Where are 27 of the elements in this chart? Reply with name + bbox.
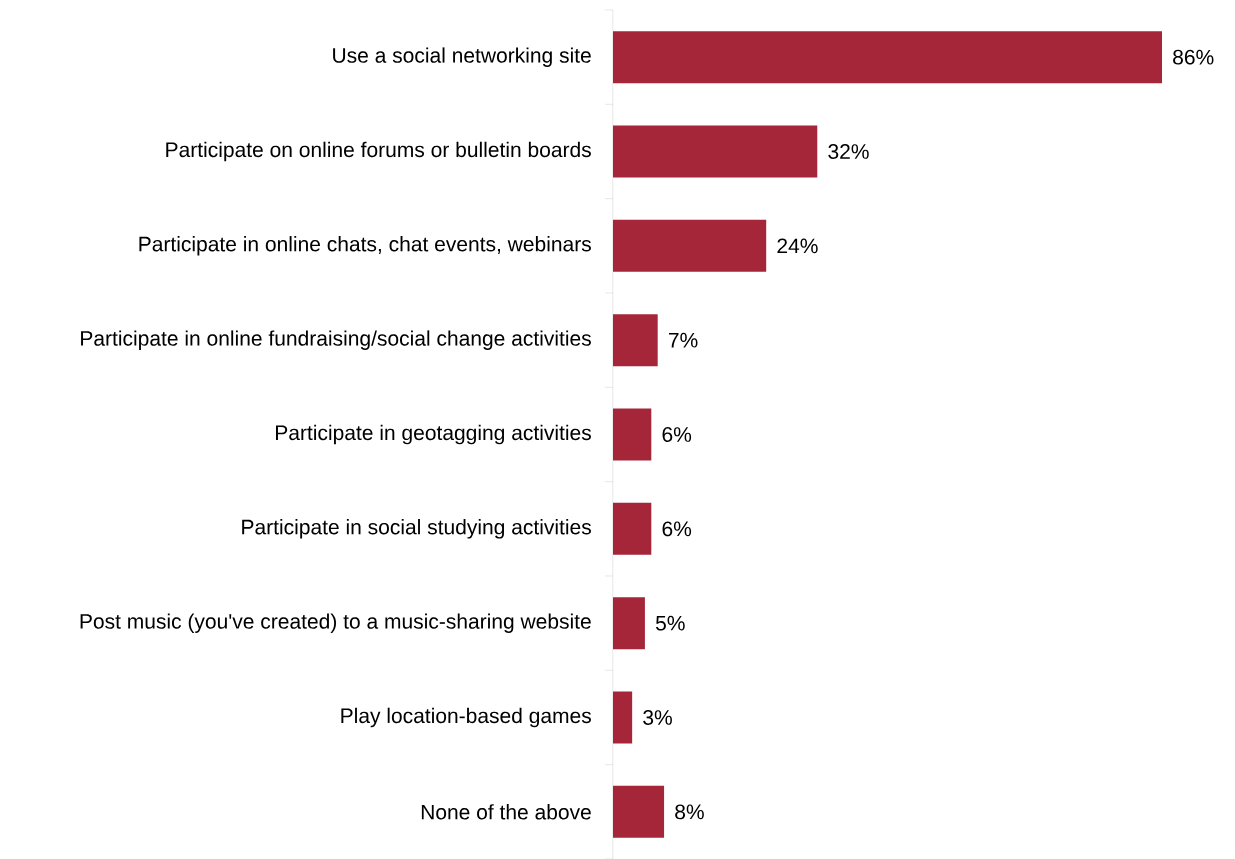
y-tick-label: Participate in geotagging activities <box>276 424 591 445</box>
data-label: 7% <box>668 332 698 348</box>
data-label: 6% <box>662 427 692 442</box>
data-label: 8% <box>675 804 704 820</box>
y-tick-label: Participate in online fundraising/social change activities <box>81 330 591 350</box>
y-tick-label: Post music (you've created) to a music-sharing website <box>80 613 591 633</box>
data-label: 86% <box>1173 49 1214 65</box>
bar <box>613 31 1162 84</box>
bar <box>613 125 818 178</box>
data-label: 32% <box>828 144 869 159</box>
y-tick-label: Use a social networking site <box>333 47 591 67</box>
bar <box>613 314 658 367</box>
y-tick-label: None of the above <box>421 804 591 820</box>
bar <box>613 408 652 461</box>
y-tick-label: Participate on online forums or bulletin boards <box>166 141 591 162</box>
data-label: 3% <box>643 710 672 725</box>
y-tick-label: Participate in social studying activities <box>242 519 591 539</box>
bar <box>613 502 652 555</box>
bar <box>613 691 633 744</box>
bar <box>613 597 645 650</box>
data-label: 6% <box>662 521 692 537</box>
bar <box>613 219 767 272</box>
bar <box>613 785 665 838</box>
data-label: 5% <box>655 615 685 631</box>
y-tick-label: Play location-based games <box>341 707 591 728</box>
data-label: 24% <box>777 238 818 254</box>
y-tick-label: Participate in online chats, chat events, webinars <box>139 236 591 256</box>
